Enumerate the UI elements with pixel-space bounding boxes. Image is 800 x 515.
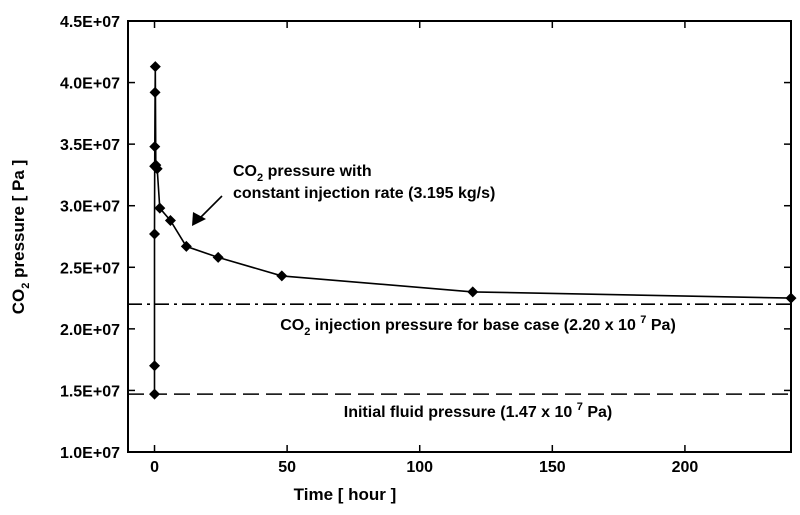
injection-pressure-label: CO2 injection pressure for base case (2.… <box>280 314 676 338</box>
y-tick-label: 1.0E+07 <box>60 445 120 462</box>
y-tick-label: 4.0E+07 <box>60 76 120 93</box>
data-point-marker <box>276 270 288 282</box>
data-point-marker <box>149 61 161 73</box>
y-axis-ticks: 1.0E+07 1.5E+07 2.0E+07 2.5E+07 3.0E+07 3.5E+… <box>60 14 791 462</box>
data-point-marker <box>149 86 161 98</box>
data-point-marker <box>180 240 192 252</box>
data-point-marker <box>467 286 479 298</box>
pressure-series-line <box>153 66 792 395</box>
data-point-marker <box>149 360 161 372</box>
x-tick-label: 150 <box>539 459 566 476</box>
data-point-marker <box>212 251 224 263</box>
x-tick-label: 100 <box>406 459 433 476</box>
x-axis-ticks: 0 50 100 150 200 <box>150 21 698 476</box>
y-tick-label: 2.0E+07 <box>60 322 120 339</box>
x-tick-label: 50 <box>278 459 296 476</box>
y-tick-label: 4.5E+07 <box>60 14 120 31</box>
initial-pressure-label: Initial fluid pressure (1.47 x 10 7 Pa) <box>344 401 612 421</box>
data-point-marker <box>164 214 176 226</box>
data-point-marker <box>151 163 163 175</box>
y-tick-label: 3.0E+07 <box>60 199 120 216</box>
pressure-series-markers <box>149 61 797 400</box>
data-point-marker <box>149 228 161 240</box>
plot-frame <box>127 20 792 453</box>
curve-annotation-line2: constant injection rate (3.195 kg/s) <box>233 185 495 202</box>
data-point-marker <box>149 141 161 153</box>
annotation-arrow <box>192 195 223 226</box>
data-point-marker <box>154 202 166 214</box>
y-axis-title: CO2 pressure [ Pa ] <box>9 160 32 314</box>
x-tick-label: 200 <box>672 459 699 476</box>
y-tick-label: 3.5E+07 <box>60 137 120 154</box>
curve-annotation-line1: CO2 pressure with <box>233 163 372 184</box>
x-axis-title: Time [ hour ] <box>294 485 397 504</box>
x-tick-label: 0 <box>150 459 159 476</box>
data-point-marker <box>149 388 161 400</box>
y-tick-label: 1.5E+07 <box>60 383 120 400</box>
y-tick-label: 2.5E+07 <box>60 260 120 277</box>
